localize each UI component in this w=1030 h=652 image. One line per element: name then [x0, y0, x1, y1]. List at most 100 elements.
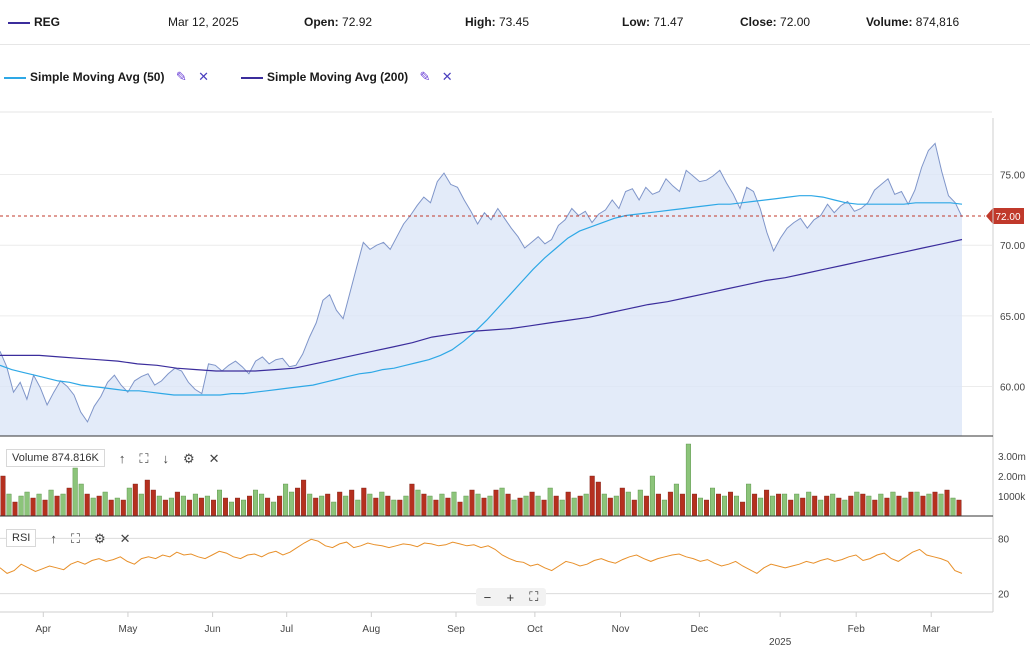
volume-bar [607, 497, 613, 517]
volume-bar [108, 499, 114, 517]
volume-bar [818, 499, 824, 517]
x-tick-label: Jun [205, 624, 221, 635]
volume-bar [24, 491, 30, 517]
x-tick-label: Mar [923, 624, 941, 635]
rsi-toolbar: RSI ↑ ⛶ ⚙ ✕ [6, 529, 131, 547]
volume-bar [385, 495, 391, 517]
move-up-arrow-icon[interactable]: ↑ [118, 450, 126, 466]
volume-bar [601, 493, 607, 517]
rsi-move-up-arrow-icon[interactable]: ↑ [50, 530, 57, 546]
volume-bar [252, 489, 258, 517]
volume-bar [228, 501, 234, 517]
volume-bar [313, 497, 319, 517]
volume-bar [391, 499, 397, 517]
volume-bar [613, 495, 619, 517]
x-tick-label: Apr [36, 624, 52, 635]
volume-bar [90, 497, 96, 517]
volume-bar [168, 497, 174, 517]
edit-sma50-pencil-icon[interactable]: ✎ [175, 69, 187, 84]
volume-bar [505, 493, 511, 517]
volume-bar [487, 495, 493, 517]
rsi-gridlines [0, 537, 992, 595]
volume-bar [517, 497, 523, 517]
volume-bar [66, 487, 72, 517]
volume-bar [637, 489, 643, 517]
volume-bar [457, 501, 463, 517]
volume-bar [854, 491, 860, 517]
volume-bar [800, 497, 806, 517]
sma200-swatch [241, 76, 263, 79]
close-panel-icon[interactable]: ✕ [208, 450, 220, 466]
volume-bar [6, 493, 12, 517]
volume-bar [932, 491, 938, 517]
price-area-fill [0, 143, 962, 436]
volume-bar [830, 493, 836, 517]
x-tick-label: Nov [612, 624, 630, 635]
volume-bar [126, 487, 132, 517]
settings-gear-icon[interactable]: ⚙ [182, 450, 195, 466]
remove-sma200-close-icon[interactable]: ✕ [441, 69, 453, 84]
zoom-out-button[interactable]: − [483, 589, 492, 605]
volume-bar [619, 487, 625, 517]
volume-tick-label: 3.00m [998, 452, 1026, 463]
volume-bar [529, 491, 535, 517]
volume-bar [752, 493, 758, 517]
volume-bar [222, 497, 228, 517]
volume-bar [764, 489, 770, 517]
volume-bar [776, 493, 782, 517]
rsi-settings-gear-icon[interactable]: ⚙ [93, 530, 106, 546]
volume-bar [433, 499, 439, 517]
volume-bar [409, 483, 415, 517]
volume-bar [283, 483, 289, 517]
volume-bar [896, 495, 902, 517]
quote-header: REG Mar 12, 2025 Open: 72.92 High: 73.45… [0, 0, 1030, 44]
maximize-icon[interactable]: ⛶ [139, 450, 149, 466]
volume-bar [938, 493, 944, 517]
x-tick-label: Feb [848, 624, 866, 635]
volume-bar [926, 493, 932, 517]
volume-bar [216, 489, 222, 517]
volume-label: Volume 874.816K [6, 449, 105, 467]
volume-bar [355, 499, 361, 517]
rsi-tick-label: 20 [998, 590, 1010, 601]
low-stat: Low: 71.47 [622, 15, 684, 29]
x-tick-label: Oct [527, 624, 543, 635]
volume-bar [878, 493, 884, 517]
x-tick-label: Jul [280, 624, 293, 635]
sma50-label: Simple Moving Avg (50) [30, 70, 165, 84]
volume-bar [661, 499, 667, 517]
volume-bar [679, 493, 685, 517]
volume-bar [0, 475, 6, 517]
symbol-label: REG [8, 15, 60, 29]
legend-sma200: Simple Moving Avg (200) ✎ ✕ [241, 69, 453, 85]
rsi-close-panel-icon[interactable]: ✕ [119, 530, 131, 546]
volume-bar [144, 479, 150, 517]
volume-bar [806, 491, 812, 517]
volume-bar [469, 489, 475, 517]
volume-bar [553, 495, 559, 517]
volume-bar [812, 495, 818, 517]
volume-bar [824, 495, 830, 517]
volume-bar [920, 495, 926, 517]
remove-sma50-close-icon[interactable]: ✕ [198, 69, 209, 84]
volume-bar [667, 491, 673, 517]
volume-bar [234, 497, 240, 517]
volume-bar [78, 483, 84, 517]
volume-bar [914, 491, 920, 517]
volume-bar [271, 501, 277, 517]
zoom-reset-button[interactable]: ⛶ [529, 589, 539, 604]
rsi-maximize-icon[interactable]: ⛶ [70, 530, 80, 546]
edit-sma200-pencil-icon[interactable]: ✎ [419, 69, 431, 84]
move-down-arrow-icon[interactable]: ↓ [162, 450, 169, 466]
volume-bar [42, 499, 48, 517]
volume-bar [944, 489, 950, 517]
volume-bar [198, 497, 204, 517]
header-divider [0, 44, 1030, 45]
volume-bar [96, 495, 102, 517]
close-stat: Close: 72.00 [740, 15, 811, 29]
volume-bar [240, 499, 246, 517]
volume-bar [493, 489, 499, 517]
zoom-in-button[interactable]: + [506, 589, 515, 605]
x-year-label: 2025 [769, 637, 792, 648]
